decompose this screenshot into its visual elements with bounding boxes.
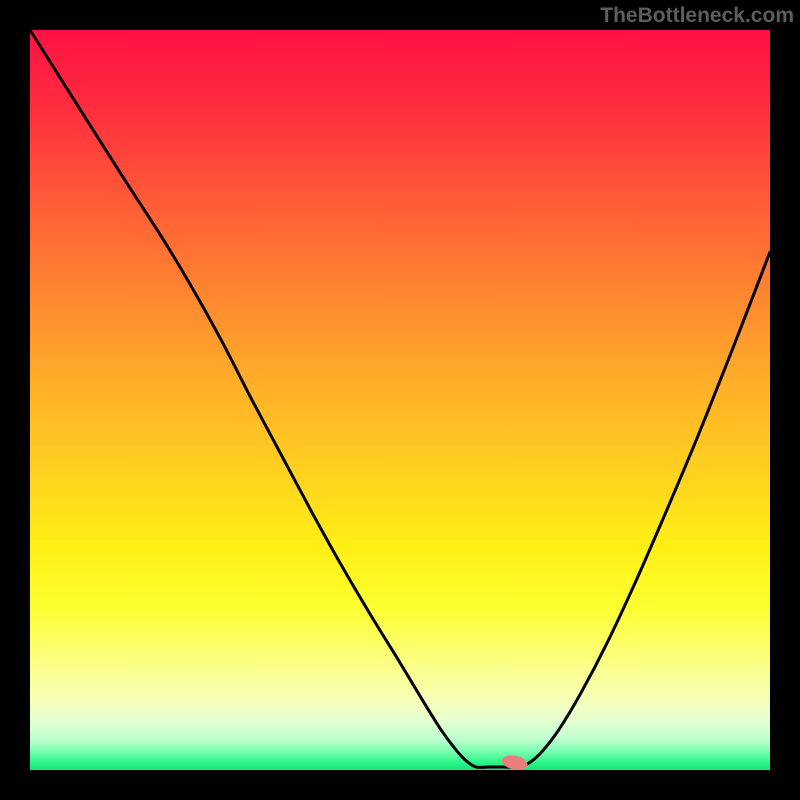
plot-background bbox=[30, 30, 770, 770]
attribution-text: TheBottleneck.com bbox=[600, 4, 794, 28]
chart-container: { "attribution": { "text": "TheBottlenec… bbox=[0, 0, 800, 800]
bottleneck-curve-chart bbox=[0, 0, 800, 800]
